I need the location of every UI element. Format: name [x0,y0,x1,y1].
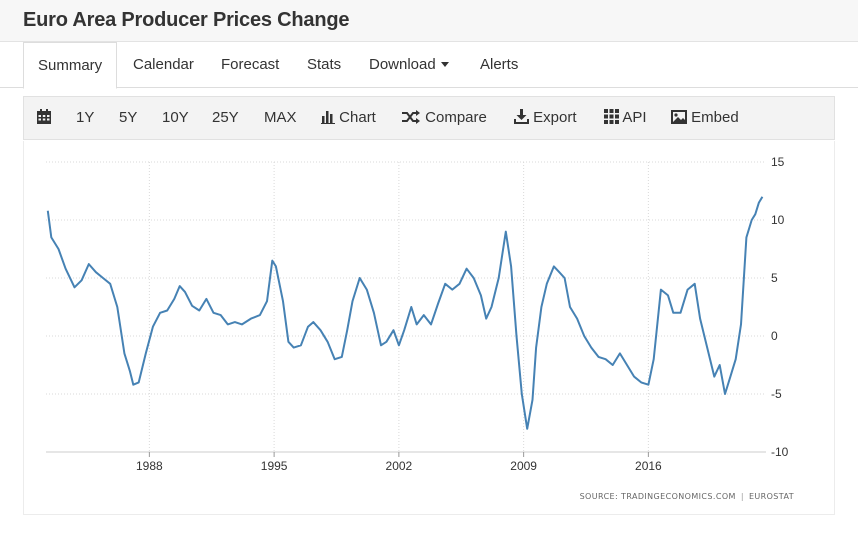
chart-toolbar: 1Y 5Y 10Y 25Y MAX Chart Compare Export [23,96,835,140]
export-button[interactable]: Export [514,97,577,139]
y-tick-label: 15 [771,155,785,169]
api-button[interactable]: API [604,97,647,139]
source-separator: | [740,492,744,501]
y-axis-ticks: 15 10 5 0 -5 -10 [771,155,789,459]
chart-panel: 1988 1995 2002 2009 2016 15 10 5 0 -5 -10 SOURCE:… [23,141,835,515]
y-tick-label: 0 [771,329,778,343]
grid-lines [46,161,766,453]
compare-button[interactable]: Compare [401,97,487,139]
tab-calendar[interactable]: Calendar [133,56,194,73]
y-tick-label: -5 [771,387,782,401]
chart-button[interactable]: Chart [321,97,376,139]
y-tick-label: 10 [771,213,785,227]
x-tick-label: 1988 [136,459,163,473]
series-layer [46,196,764,430]
tab-stats[interactable]: Stats [307,56,342,73]
embed-button[interactable]: Embed [671,97,739,139]
y-tick-label: 5 [771,271,778,285]
bar-chart-icon [321,110,335,124]
source-text: SOURCE: TRADINGECONOMICS.COM [579,492,736,501]
tab-download-label: Download [369,56,436,73]
shuffle-icon [402,109,420,124]
chart-button-label: Chart [339,109,376,126]
api-button-label: API [622,109,647,126]
embed-button-label: Embed [691,109,739,126]
range-25y-button[interactable]: 25Y [212,109,239,126]
caret-down-icon [440,61,449,67]
x-tick-label: 2016 [635,459,662,473]
title-bar: Euro Area Producer Prices Change [0,0,858,42]
y-tick-label: -10 [771,445,789,459]
image-icon [671,109,687,124]
calendar-icon[interactable] [36,97,52,139]
tab-forecast[interactable]: Forecast [221,56,280,73]
range-10y-button[interactable]: 10Y [162,109,189,126]
source-provider: EUROSTAT [748,492,794,501]
x-tick-label: 2009 [510,459,537,473]
range-1y-button[interactable]: 1Y [76,109,95,126]
series-line [46,196,764,430]
line-chart: 1988 1995 2002 2009 2016 15 10 5 0 -5 -10 [46,155,789,473]
x-tick-label: 2002 [386,459,413,473]
compare-button-label: Compare [425,109,487,126]
x-tick-label: 1995 [261,459,288,473]
source-note: SOURCE: TRADINGECONOMICS.COM | EUROSTAT [580,492,794,501]
export-button-label: Export [533,109,577,126]
x-axis-ticks: 1988 1995 2002 2009 2016 [136,452,662,473]
page-title: Euro Area Producer Prices Change [23,9,350,31]
tab-alerts[interactable]: Alerts [480,56,519,73]
tab-download[interactable]: Download [369,42,449,88]
range-max-button[interactable]: MAX [264,109,297,126]
tab-summary[interactable]: Summary [23,42,118,89]
range-5y-button[interactable]: 5Y [119,109,138,126]
tab-bar: Summary Calendar Forecast Stats Download… [0,42,858,89]
download-icon [514,109,529,125]
grid-icon [604,109,619,125]
calendar-icon-svg [37,108,51,124]
